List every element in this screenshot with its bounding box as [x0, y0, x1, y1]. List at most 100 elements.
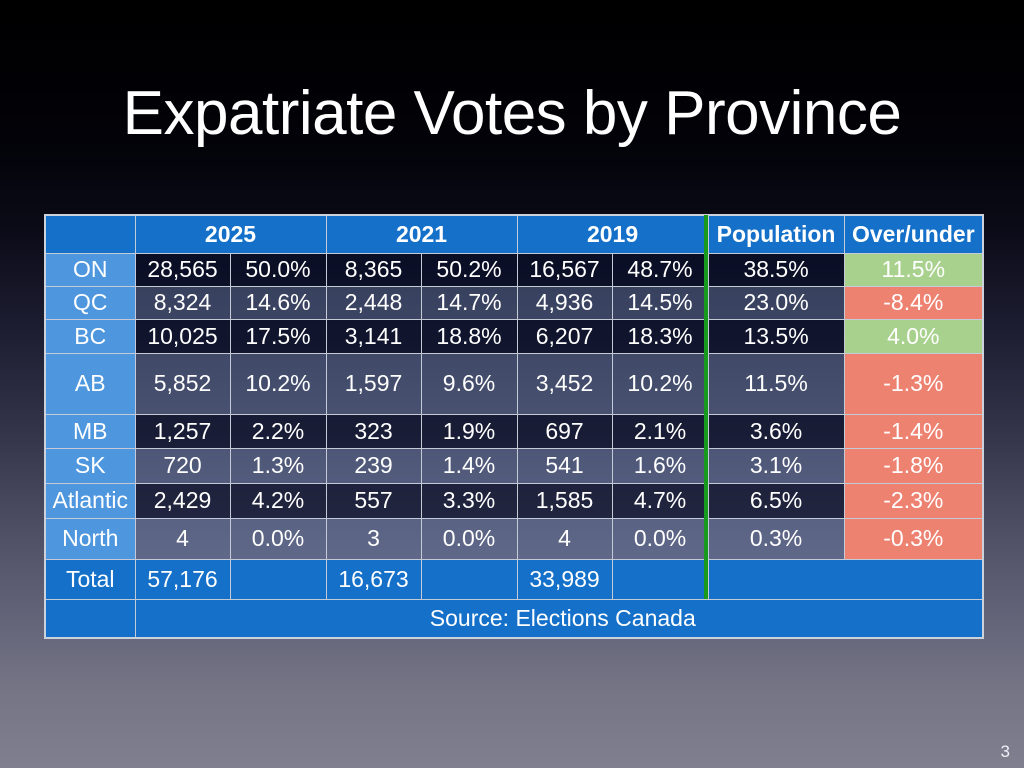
header-over-under: Over/under [843, 214, 984, 254]
table-row-total: Total 57,176 16,673 33,989 [44, 558, 984, 600]
table-row-north: North 4 0.0% 3 0.0% 4 0.0% 0.3% -0.3% [44, 517, 984, 560]
cell-2019-share: 18.3% [611, 318, 709, 354]
row-label: ON [44, 252, 136, 287]
cell-2019-share: 10.2% [611, 352, 709, 415]
cell-over-under: -2.3% [843, 482, 984, 519]
table-row-ab: AB 5,852 10.2% 1,597 9.6% 3,452 10.2% 11… [44, 352, 984, 415]
table-row-mb: MB 1,257 2.2% 323 1.9% 697 2.1% 3.6% -1.… [44, 413, 984, 449]
header-2019: 2019 [516, 214, 709, 254]
row-label: North [44, 517, 136, 560]
header-corner-cell [44, 214, 136, 254]
cell-2019-count: 697 [516, 413, 613, 449]
cell-2025-count: 720 [134, 447, 231, 484]
cell-2021-share: 1.9% [420, 413, 518, 449]
total-trailing-empty [707, 558, 984, 600]
cell-2025-share: 0.0% [229, 517, 327, 560]
cell-2025-share: 17.5% [229, 318, 327, 354]
cell-2025-share: 10.2% [229, 352, 327, 415]
table-header-row: 2025 2021 2019 Population Over/under [44, 214, 984, 254]
cell-over-under: 11.5% [843, 252, 984, 287]
cell-population-share: 3.1% [707, 447, 845, 484]
cell-population-share: 3.6% [707, 413, 845, 449]
cell-2025-count: 1,257 [134, 413, 231, 449]
row-label: BC [44, 318, 136, 354]
cell-2019-share: 1.6% [611, 447, 709, 484]
cell-2025-share: 4.2% [229, 482, 327, 519]
cell-2021-share: 9.6% [420, 352, 518, 415]
cell-2019-share: 2.1% [611, 413, 709, 449]
cell-2021-share: 0.0% [420, 517, 518, 560]
cell-2019-count: 3,452 [516, 352, 613, 415]
cell-2021-count: 323 [325, 413, 422, 449]
cell-2019-share: 14.5% [611, 285, 709, 320]
header-2025: 2025 [134, 214, 327, 254]
row-label: Atlantic [44, 482, 136, 519]
cell-2025-share: 14.6% [229, 285, 327, 320]
cell-2021-count: 3,141 [325, 318, 422, 354]
cell-2021-count: 3 [325, 517, 422, 560]
cell-over-under: -8.4% [843, 285, 984, 320]
cell-population-share: 0.3% [707, 517, 845, 560]
cell-2021-share: 18.8% [420, 318, 518, 354]
cell-2025-count: 28,565 [134, 252, 231, 287]
row-label: QC [44, 285, 136, 320]
cell-2019-count: 1,585 [516, 482, 613, 519]
row-label: AB [44, 352, 136, 415]
cell-over-under: -1.4% [843, 413, 984, 449]
table-row-bc: BC 10,025 17.5% 3,141 18.8% 6,207 18.3% … [44, 318, 984, 354]
cell-2025-share: 1.3% [229, 447, 327, 484]
row-label: SK [44, 447, 136, 484]
table-row-sk: SK 720 1.3% 239 1.4% 541 1.6% 3.1% -1.8% [44, 447, 984, 484]
cell-2019-share: 4.7% [611, 482, 709, 519]
source-text: Source: Elections Canada [134, 598, 984, 639]
cell-population-share: 13.5% [707, 318, 845, 354]
cell-population-share: 23.0% [707, 285, 845, 320]
population-divider-line [704, 215, 708, 599]
cell-2021-count: 8,365 [325, 252, 422, 287]
cell-2019-count: 6,207 [516, 318, 613, 354]
total-2025-count: 57,176 [134, 558, 231, 600]
table-row-atlantic: Atlantic 2,429 4.2% 557 3.3% 1,585 4.7% … [44, 482, 984, 519]
table-row-qc: QC 8,324 14.6% 2,448 14.7% 4,936 14.5% 2… [44, 285, 984, 320]
cell-2021-share: 50.2% [420, 252, 518, 287]
cell-2021-count: 2,448 [325, 285, 422, 320]
cell-population-share: 38.5% [707, 252, 845, 287]
header-2021: 2021 [325, 214, 518, 254]
cell-population-share: 6.5% [707, 482, 845, 519]
cell-2025-count: 5,852 [134, 352, 231, 415]
source-label-empty [44, 598, 136, 639]
cell-2021-share: 1.4% [420, 447, 518, 484]
total-label: Total [44, 558, 136, 600]
cell-2019-share: 48.7% [611, 252, 709, 287]
cell-2025-count: 10,025 [134, 318, 231, 354]
page-number: 3 [1000, 742, 1010, 761]
cell-over-under: -1.3% [843, 352, 984, 415]
total-2021-count: 16,673 [325, 558, 422, 600]
cell-2019-count: 541 [516, 447, 613, 484]
cell-2019-count: 4 [516, 517, 613, 560]
cell-2021-count: 239 [325, 447, 422, 484]
cell-2021-share: 14.7% [420, 285, 518, 320]
cell-2021-count: 557 [325, 482, 422, 519]
cell-over-under: -0.3% [843, 517, 984, 560]
total-2019-share-empty [611, 558, 709, 600]
cell-over-under: -1.8% [843, 447, 984, 484]
row-label: MB [44, 413, 136, 449]
cell-2019-count: 4,936 [516, 285, 613, 320]
header-population: Population [707, 214, 845, 254]
cell-over-under: 4.0% [843, 318, 984, 354]
cell-2025-count: 8,324 [134, 285, 231, 320]
total-2025-share-empty [229, 558, 327, 600]
cell-2025-share: 2.2% [229, 413, 327, 449]
table-row-on: ON 28,565 50.0% 8,365 50.2% 16,567 48.7%… [44, 252, 984, 287]
cell-2021-count: 1,597 [325, 352, 422, 415]
cell-population-share: 11.5% [707, 352, 845, 415]
slide-title: Expatriate Votes by Province [122, 79, 902, 148]
expatriate-votes-table: 2025 2021 2019 Population Over/under ON … [44, 214, 985, 639]
total-2021-share-empty [420, 558, 518, 600]
cell-2025-share: 50.0% [229, 252, 327, 287]
cell-2025-count: 2,429 [134, 482, 231, 519]
table-row-source: Source: Elections Canada [44, 598, 984, 639]
cell-2019-share: 0.0% [611, 517, 709, 560]
